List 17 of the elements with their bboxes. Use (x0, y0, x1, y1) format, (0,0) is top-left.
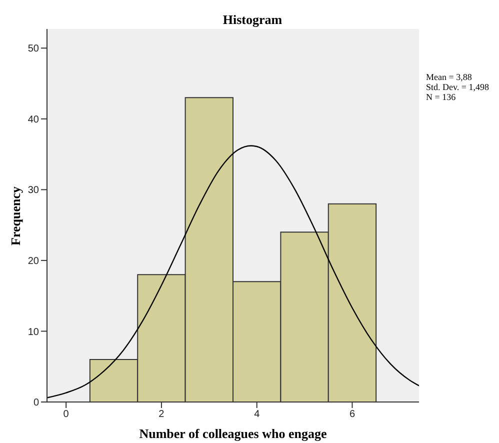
y-tick-label: 50 (28, 44, 40, 55)
y-tick-label: 10 (28, 326, 40, 338)
chart-title: Histogram (222, 12, 284, 28)
y-tick-label: 30 (28, 185, 40, 196)
y-tick-label: 0 (33, 398, 40, 409)
x-tick-label: 0 (63, 409, 70, 420)
x-tick-label: 6 (349, 409, 356, 420)
y-tick-label: 40 (28, 114, 40, 126)
line-series (47, 145, 419, 398)
x-axis-title: Number of colleagues who engage (138, 426, 328, 442)
text: Mean = 3,88 (426, 72, 473, 82)
text: N = 136 (426, 92, 457, 102)
y-axis-title: Frequency (8, 186, 24, 248)
text: Std. Dev. = 1,498 (426, 82, 489, 92)
x-tick-label: 4 (254, 409, 260, 420)
x-tick-label: 2 (158, 409, 165, 420)
y-tick-label: 20 (28, 256, 40, 267)
